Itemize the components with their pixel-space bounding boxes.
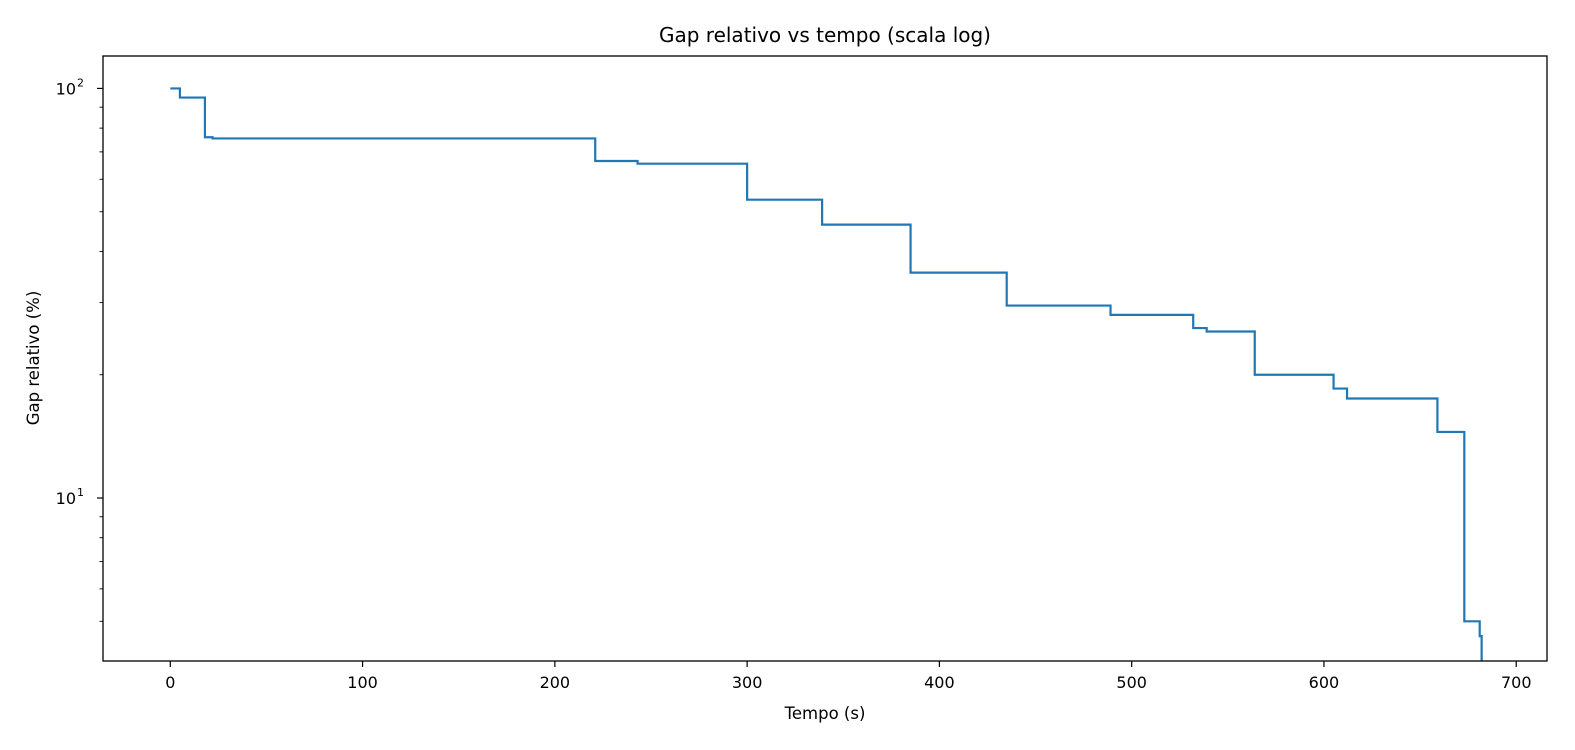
x-tick-label: 0	[165, 673, 175, 692]
x-tick-label: 300	[732, 673, 763, 692]
y-tick-label: 101	[56, 486, 84, 508]
x-tick-label: 400	[924, 673, 955, 692]
y-tick-exponent: 2	[77, 76, 84, 89]
y-tick-base: 10	[56, 79, 76, 98]
y-tick-exponent: 1	[77, 486, 84, 499]
chart-title: Gap relativo vs tempo (scala log)	[659, 23, 991, 47]
x-tick-label: 200	[540, 673, 571, 692]
x-tick-label: 600	[1309, 673, 1340, 692]
series-line	[170, 87, 1483, 661]
plot-area	[170, 87, 1483, 661]
x-axis-label: Tempo (s)	[784, 704, 866, 723]
y-tick-base: 10	[56, 489, 76, 508]
y-tick-label: 102	[56, 76, 84, 98]
x-tick-label: 500	[1116, 673, 1147, 692]
x-axis: 0 100 200 300 400 500 600 700	[165, 661, 1532, 692]
x-tick-label: 100	[347, 673, 378, 692]
y-axis-label: Gap relativo (%)	[24, 291, 43, 426]
plot-frame	[102, 55, 1548, 662]
x-tick-label: 700	[1501, 673, 1532, 692]
